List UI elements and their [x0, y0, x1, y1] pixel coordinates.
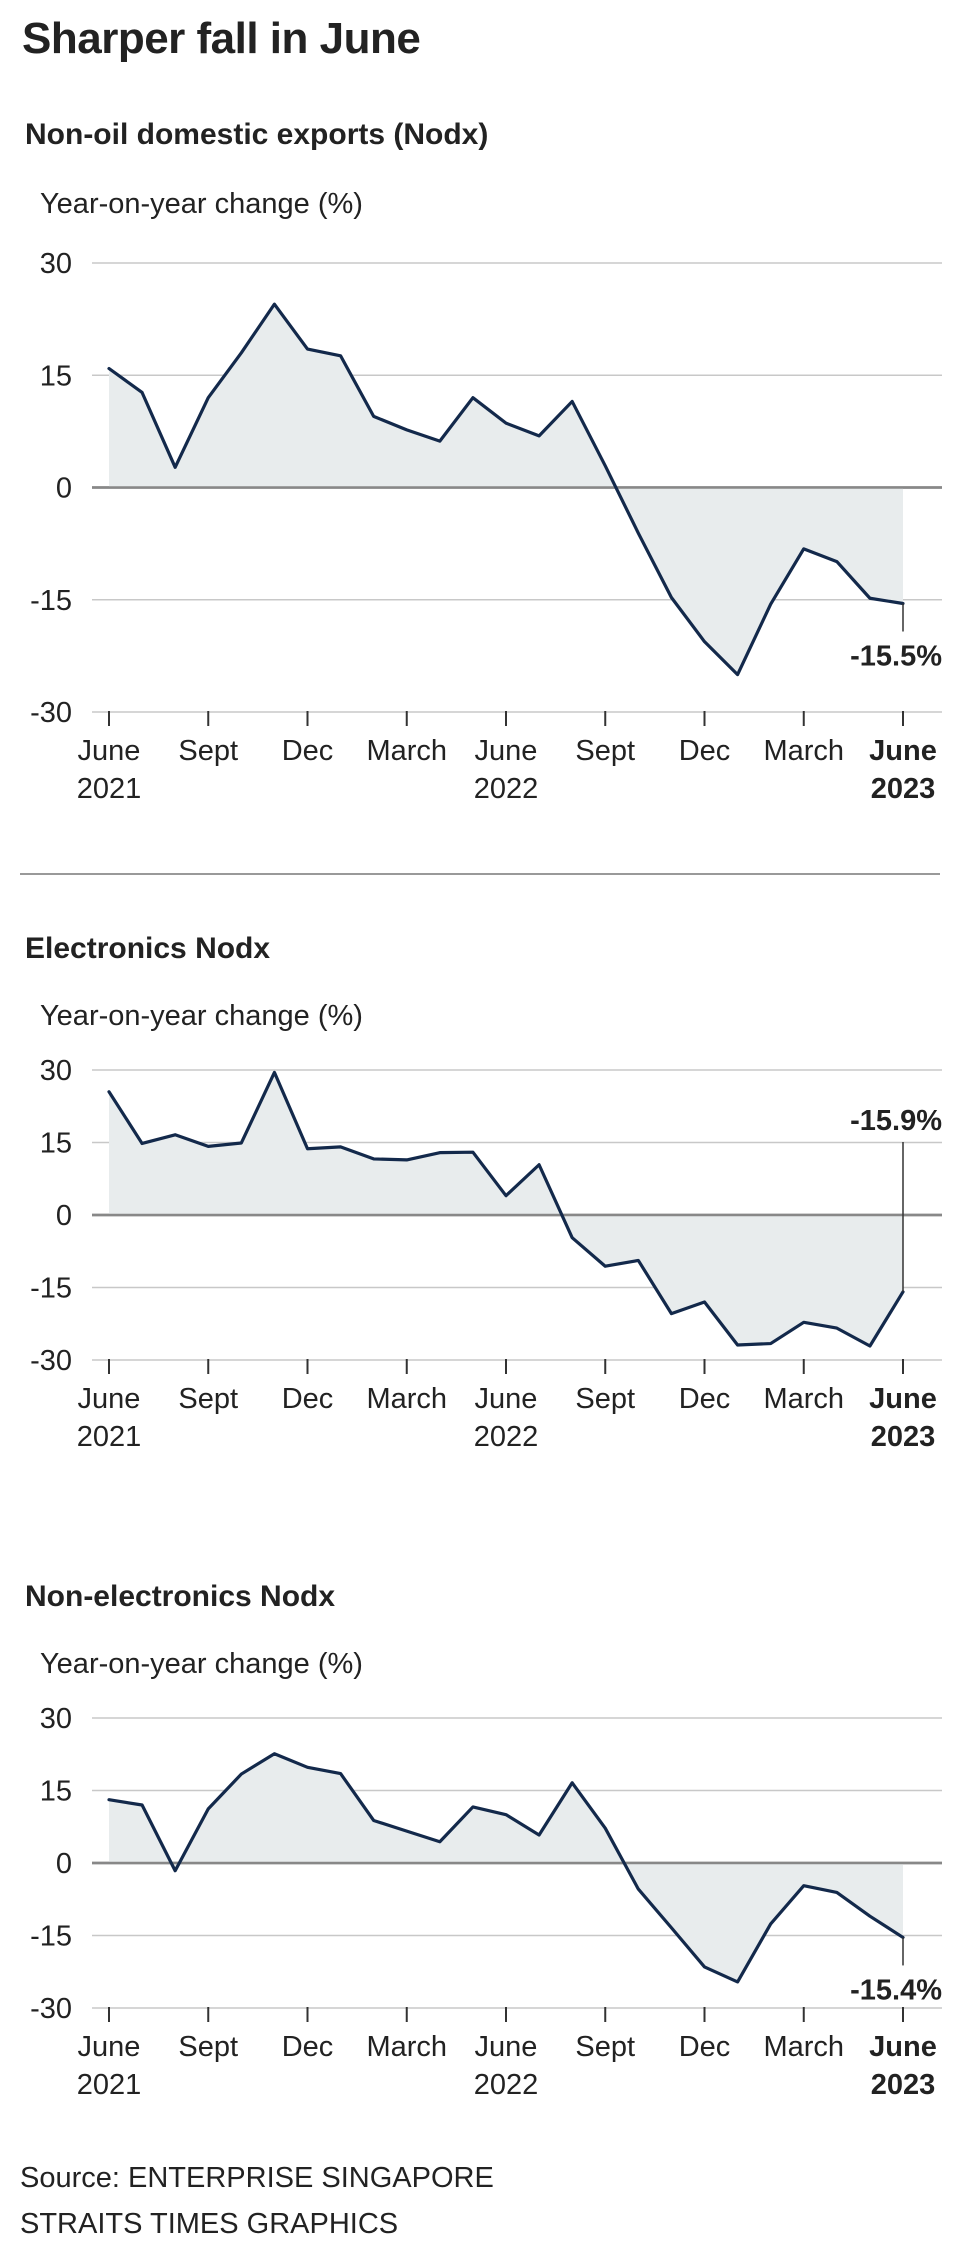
series-area [109, 1753, 903, 1982]
series-line [107, 1752, 905, 1984]
x-tick-label: Dec [282, 1383, 334, 1415]
x-tick-label: March [366, 735, 447, 767]
x-tick-label: June [78, 2031, 141, 2063]
x-tick-label: Sept [178, 1383, 238, 1415]
x-tick-label: Dec [282, 735, 334, 767]
y-tick-label: -15 [30, 1921, 72, 1953]
x-tick-label: Sept [575, 1383, 635, 1415]
y-tick-label: 0 [56, 473, 72, 505]
x-tick-label: Sept [575, 735, 635, 767]
callout-label: -15.5% [850, 640, 942, 672]
y-tick-label: 0 [56, 1200, 72, 1232]
y-tick-label: -15 [30, 585, 72, 617]
y-axis-label-electronics: Year-on-year change (%) [40, 1000, 363, 1032]
y-tick-label: -30 [30, 1345, 72, 1377]
x-tick-label: Sept [575, 2031, 635, 2063]
x-tick-label: March [763, 2031, 844, 2063]
x-tick-label: June [475, 735, 538, 767]
series-line [107, 1070, 905, 1348]
page-title: Sharper fall in June [22, 14, 421, 63]
panel-title-non-electronics: Non-electronics Nodx [25, 1580, 336, 1613]
divider [20, 873, 940, 875]
y-tick-label: 15 [40, 1128, 72, 1160]
x-tick-label: March [763, 735, 844, 767]
x-tick-label: June [475, 2031, 538, 2063]
y-tick-label: 15 [40, 360, 72, 392]
y-axis-label-nodx: Year-on-year change (%) [40, 188, 363, 220]
x-tick-label: March [366, 1383, 447, 1415]
y-axis-label-non-electronics: Year-on-year change (%) [40, 1648, 363, 1680]
x-tick-label-year: 2023 [871, 2069, 936, 2101]
x-tick-label: June [869, 2031, 937, 2063]
x-tick-label: June [475, 1383, 538, 1415]
y-tick-label: -15 [30, 1273, 72, 1305]
x-tick-label-year: 2021 [77, 1421, 142, 1453]
source-text: Source: ENTERPRISE SINGAPORE [20, 2162, 494, 2194]
y-tick-label: -30 [30, 1993, 72, 2025]
x-tick-label: Dec [679, 1383, 731, 1415]
panel-title-nodx: Non-oil domestic exports (Nodx) [25, 118, 489, 151]
y-tick-label: 30 [40, 1055, 72, 1087]
x-tick-label-year: 2022 [474, 1421, 539, 1453]
x-tick-label-year: 2021 [77, 773, 142, 805]
series-area [109, 1072, 903, 1346]
x-tick-label: June [78, 1383, 141, 1415]
callout-label: -15.4% [850, 1974, 942, 2006]
x-tick-label: Sept [178, 2031, 238, 2063]
x-tick-label-year: 2022 [474, 2069, 539, 2101]
x-tick-label: June [869, 735, 937, 767]
x-tick-label-year: 2023 [871, 1421, 936, 1453]
series-area [109, 304, 903, 675]
x-tick-label: Sept [178, 735, 238, 767]
y-tick-label: 30 [40, 1703, 72, 1735]
x-tick-label-year: 2023 [871, 773, 936, 805]
x-tick-label: June [869, 1383, 937, 1415]
x-tick-label: Dec [282, 2031, 334, 2063]
x-tick-label: March [366, 2031, 447, 2063]
callout-label: -15.9% [850, 1105, 942, 1137]
y-tick-label: -30 [30, 697, 72, 729]
series-line [107, 302, 905, 677]
y-tick-label: 30 [40, 248, 72, 280]
credit-text: STRAITS TIMES GRAPHICS [20, 2208, 399, 2240]
x-tick-label-year: 2021 [77, 2069, 142, 2101]
x-tick-label: March [763, 1383, 844, 1415]
x-tick-label: Dec [679, 735, 731, 767]
x-tick-label: Dec [679, 2031, 731, 2063]
x-tick-label-year: 2022 [474, 773, 539, 805]
y-tick-label: 15 [40, 1776, 72, 1808]
y-tick-label: 0 [56, 1848, 72, 1880]
panel-title-electronics: Electronics Nodx [25, 932, 271, 965]
x-tick-label: June [78, 735, 141, 767]
